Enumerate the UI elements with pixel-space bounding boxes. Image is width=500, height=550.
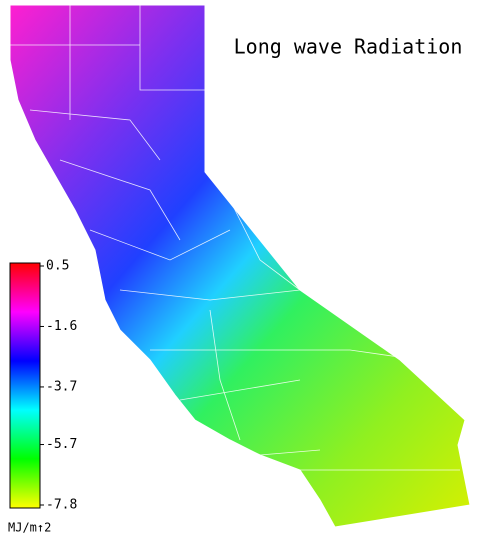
colorbar-tick-label: -5.7 [46, 437, 77, 452]
colorbar [9, 262, 41, 509]
california-shape [9, 4, 471, 528]
county-lines [10, 5, 460, 471]
colorbar-tick-label: -3.7 [46, 379, 77, 394]
colorbar-unit: MJ/m↑2 [8, 521, 51, 535]
colorbar-tick-label: -1.6 [46, 319, 77, 334]
map-title: Long wave Radiation [234, 35, 463, 59]
colorbar-tick-label: 0.5 [46, 259, 69, 274]
colorbar-tick-label: -7.8 [46, 498, 77, 513]
